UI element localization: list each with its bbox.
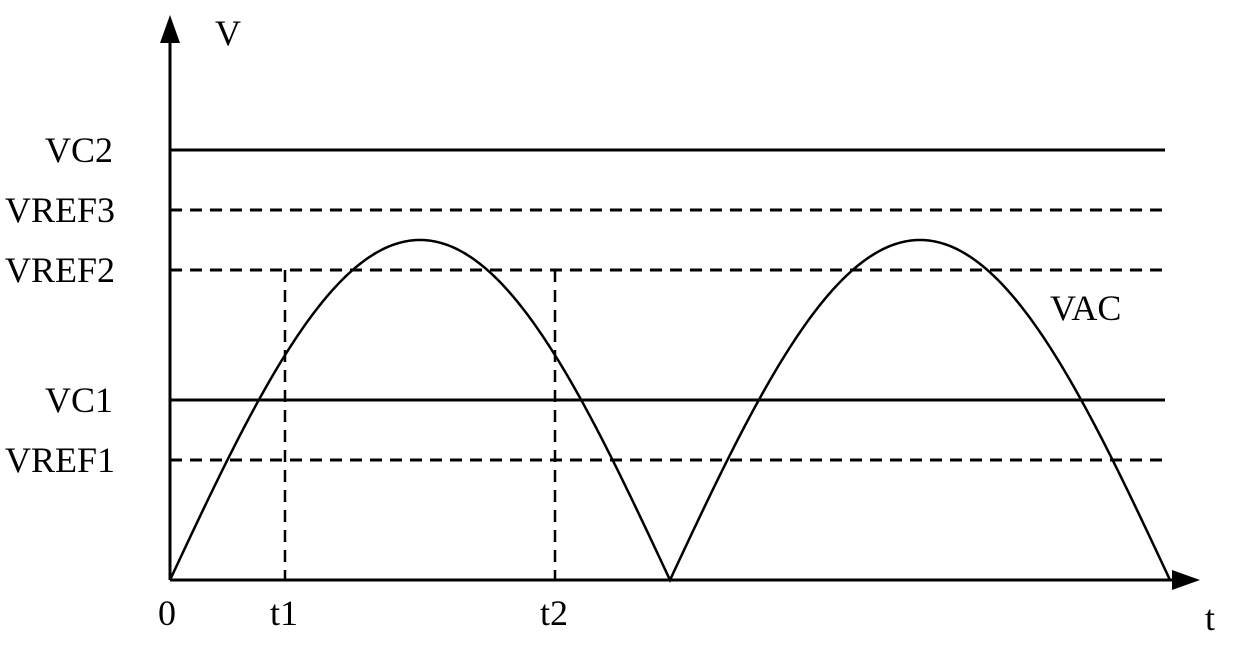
vac-curve (170, 240, 1170, 580)
hline-label-vref3: VREF3 (5, 190, 115, 230)
x-axis-arrow-icon (1172, 570, 1200, 590)
x-axis-label: t (1205, 598, 1215, 638)
hline-label-vc2: VC2 (45, 130, 113, 170)
vac-label: VAC (1050, 288, 1121, 328)
vline-label-t2: t2 (540, 593, 568, 633)
chart-svg: VC2 VREF3 VREF2 VC1 VREF1 t1 t2 Vt 0 VAC (0, 0, 1240, 667)
y-axis-arrow-icon (160, 15, 180, 43)
y-axis-label: V (215, 13, 241, 53)
vline-label-t1: t1 (270, 593, 298, 633)
hline-label-vc1: VC1 (45, 380, 113, 420)
voltage-waveform-chart: VC2 VREF3 VREF2 VC1 VREF1 t1 t2 Vt 0 VAC (0, 0, 1240, 667)
origin-label: 0 (158, 593, 176, 633)
hline-label-vref2: VREF2 (5, 250, 115, 290)
hline-label-vref1: VREF1 (5, 440, 115, 480)
